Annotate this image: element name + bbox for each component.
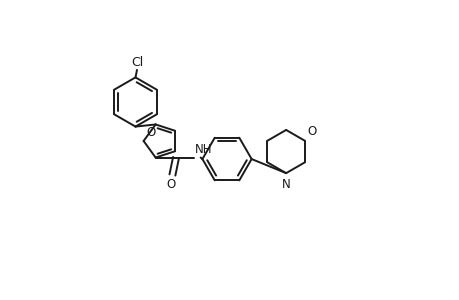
Text: O: O: [146, 126, 155, 139]
Text: Cl: Cl: [131, 56, 143, 69]
Text: N: N: [281, 178, 290, 191]
Text: NH: NH: [194, 143, 212, 156]
Text: O: O: [166, 178, 175, 191]
Text: O: O: [307, 125, 316, 138]
